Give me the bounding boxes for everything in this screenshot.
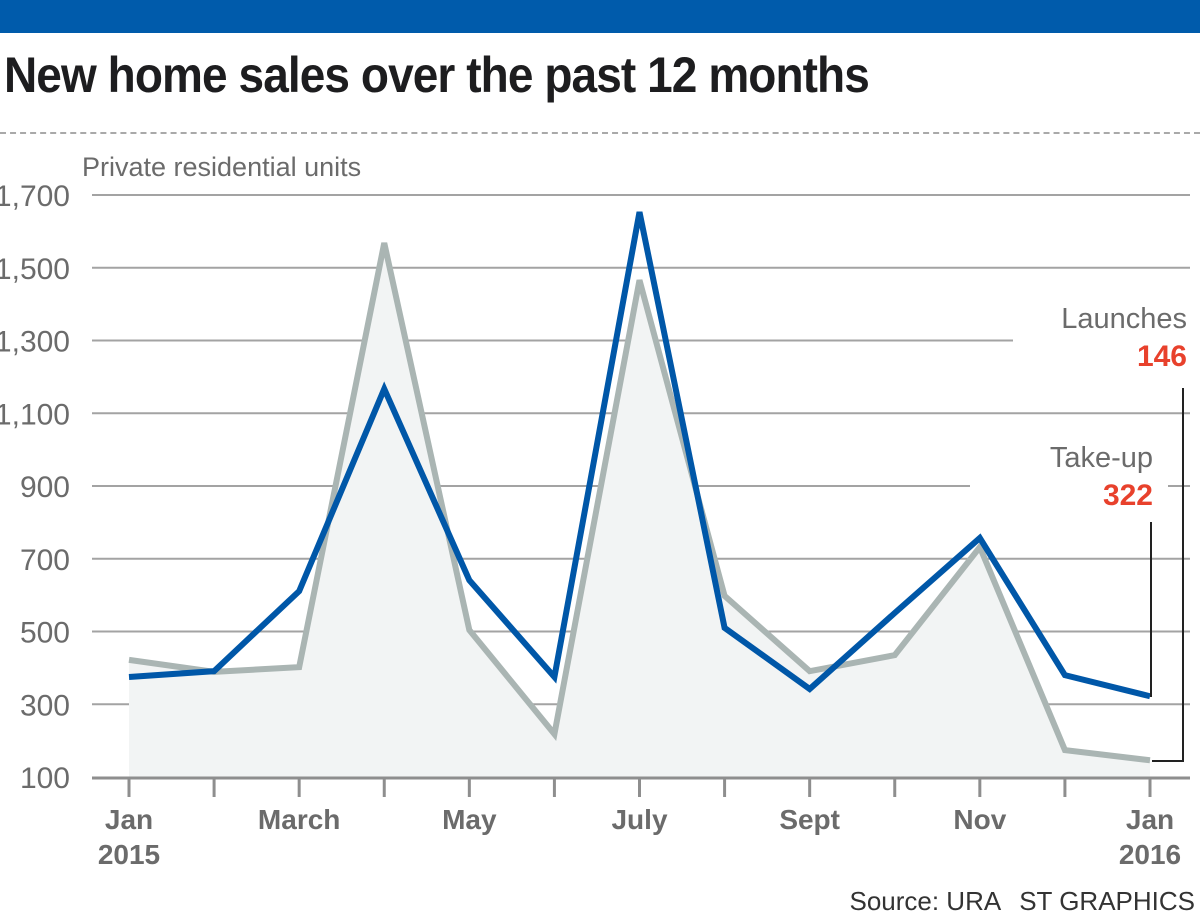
x-tick-labels: Jan 2015 March May July Sept Nov Jan 2016: [98, 804, 1181, 870]
chart-title: New home sales over the past 12 months: [4, 47, 870, 103]
y-axis-label: Private residential units: [82, 152, 361, 182]
launches-area-fill: [129, 243, 1150, 777]
legend-launches-label: Launches: [1061, 303, 1187, 335]
take-up-point: [211, 668, 217, 674]
y-tick-label: 100: [20, 762, 70, 795]
take-up-point: [296, 588, 302, 594]
take-up-point: [466, 577, 472, 583]
x-tick-label: July: [611, 804, 667, 835]
take-up-line: [128, 211, 1151, 700]
x-tick-year-label: 2015: [98, 839, 160, 870]
take-up-point: [637, 209, 643, 215]
title-divider: [0, 132, 1200, 134]
y-tick-label: 1,300: [0, 326, 70, 359]
gridlines: [92, 194, 1190, 706]
launches-point: [551, 731, 557, 737]
launches-line: [128, 242, 1151, 764]
y-tick-label: 700: [20, 544, 70, 577]
take-up-point: [381, 386, 387, 392]
take-up-point: [892, 610, 898, 616]
legend-take-up-value: 322: [1103, 479, 1153, 512]
y-tick-label: 900: [20, 471, 70, 504]
y-tick-label: 1,100: [0, 398, 70, 431]
take-up-point: [126, 674, 132, 680]
launches-point: [296, 664, 302, 670]
y-tick-label: 300: [20, 689, 70, 722]
launches-point: [381, 240, 387, 246]
source-credit: Source: URA ST GRAPHICS: [849, 886, 1195, 915]
launches-point: [1062, 747, 1068, 753]
x-tick-label: Jan: [1126, 804, 1174, 835]
x-tick-label: Sept: [779, 804, 840, 835]
take-up-point: [551, 674, 557, 680]
x-tick-label: Nov: [953, 804, 1006, 835]
take-up-point: [722, 625, 728, 631]
launches-point: [807, 668, 813, 674]
take-up-point: [1062, 672, 1068, 678]
x-tick-label: Jan: [105, 804, 153, 835]
launches-point: [126, 657, 132, 663]
launches-point: [892, 652, 898, 658]
y-tick-label: 1,700: [0, 180, 70, 213]
x-ticks: [127, 779, 1152, 797]
launches-point: [637, 277, 643, 283]
source-text: Source: URA: [849, 886, 1001, 915]
x-tick-label: March: [258, 804, 340, 835]
launches-leader-line: [1152, 388, 1184, 762]
legend-take-up-label: Take-up: [1050, 442, 1153, 474]
launches-point: [977, 544, 983, 550]
y-tick-labels: 100 300 500 700 900 1,100 1,300 1,500 1,700: [0, 180, 70, 795]
x-tick-label: May: [442, 804, 497, 835]
legend-launches-value: 146: [1137, 340, 1187, 373]
y-tick-label: 1,500: [0, 253, 70, 286]
take-up-point: [977, 535, 983, 541]
graphics-credit: ST GRAPHICS: [1019, 886, 1195, 915]
launches-point: [722, 593, 728, 599]
y-tick-label: 500: [20, 617, 70, 650]
launches-point: [466, 627, 472, 633]
take-up-point: [807, 686, 813, 692]
top-color-bar: [0, 0, 1200, 33]
x-tick-year-label: 2016: [1119, 839, 1181, 870]
